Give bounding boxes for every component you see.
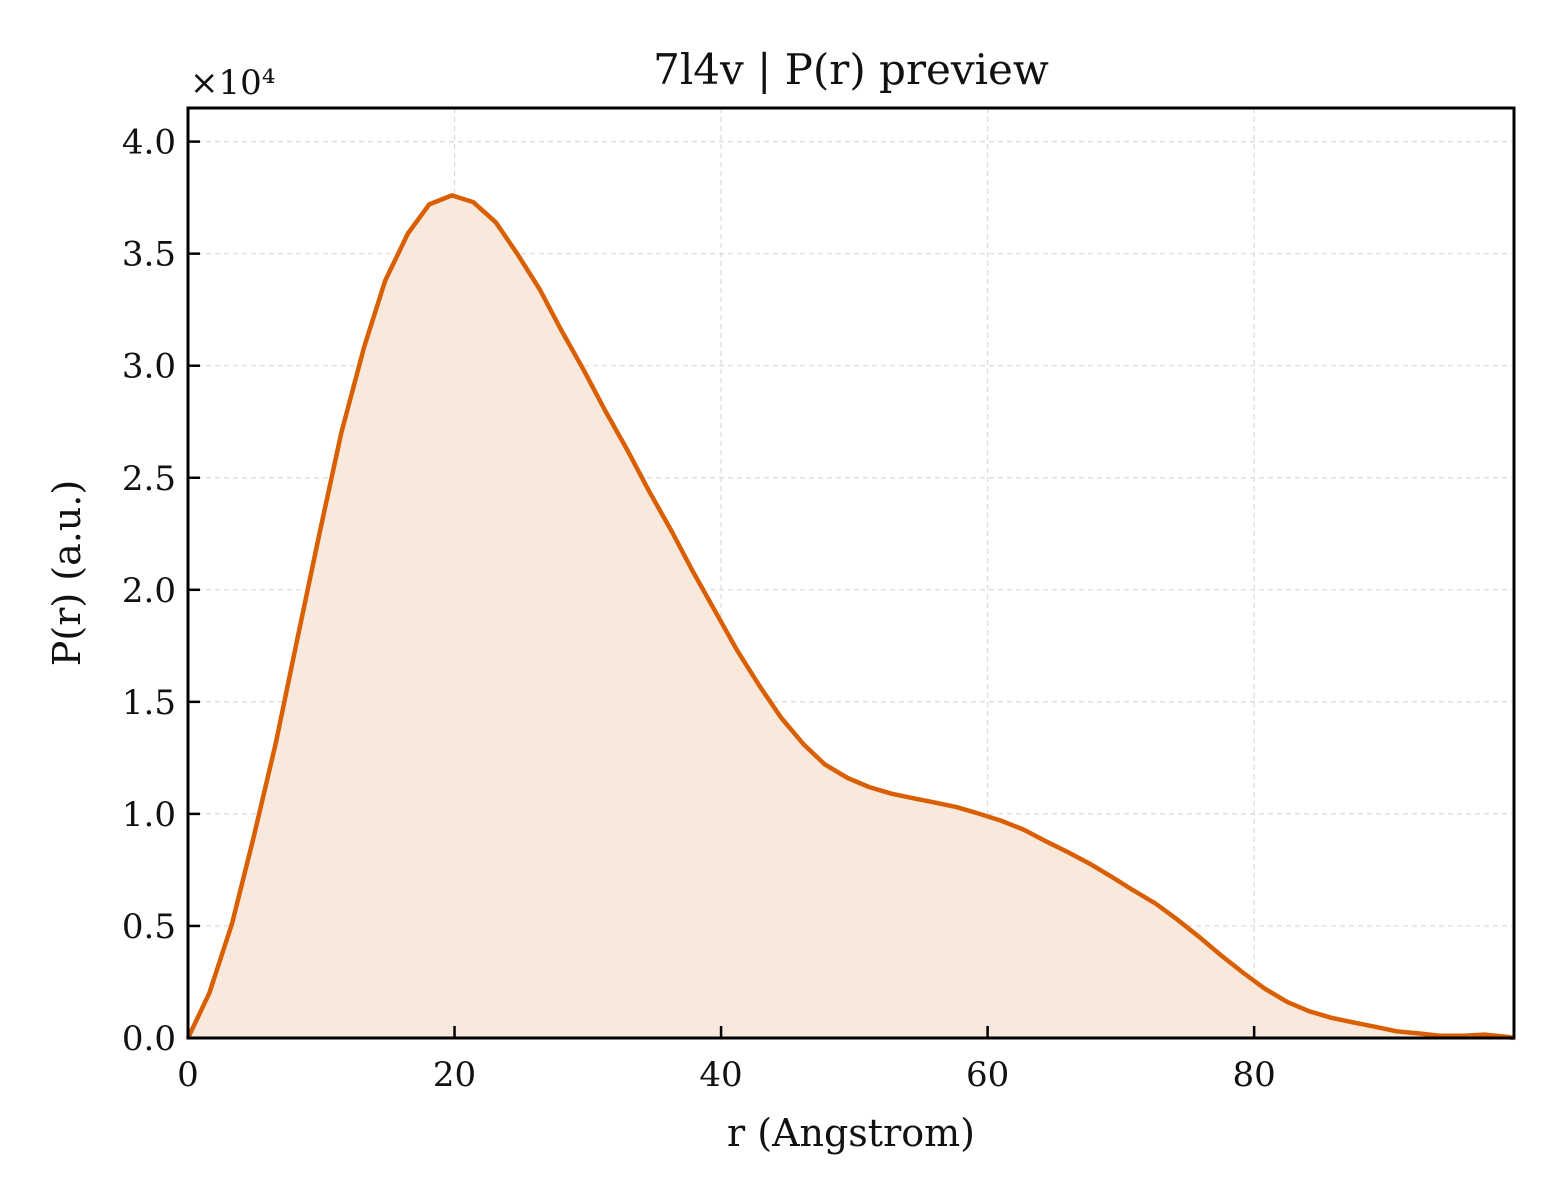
y-tick-label: 3.0 [122,347,176,387]
y-tick-label: 0.5 [122,907,176,947]
y-tick-label: 2.0 [122,571,176,611]
x-tick-label: 0 [177,1055,199,1095]
y-tick-label: 1.0 [122,795,176,835]
x-tick-label: 80 [1232,1055,1275,1095]
y-axis-multiplier: ×10⁴ [190,63,275,103]
x-tick-label: 40 [699,1055,742,1095]
chart-title: 7l4v | P(r) preview [653,45,1049,94]
y-axis-title: P(r) (a.u.) [45,480,89,666]
y-tick-label: 4.0 [122,123,176,163]
pr-area-fill [188,195,1514,1038]
x-axis-title: r (Angstrom) [727,1111,975,1155]
y-tick-label: 2.5 [122,459,176,499]
x-tick-label: 20 [433,1055,476,1095]
plot-frame [186,106,1516,1040]
y-tick-label: 1.5 [122,683,176,723]
y-tick-label: 3.5 [122,235,176,275]
pr-curve-line [185,193,1515,1041]
x-tick-label: 60 [966,1055,1009,1095]
y-tick-label: 0.0 [122,1019,176,1059]
